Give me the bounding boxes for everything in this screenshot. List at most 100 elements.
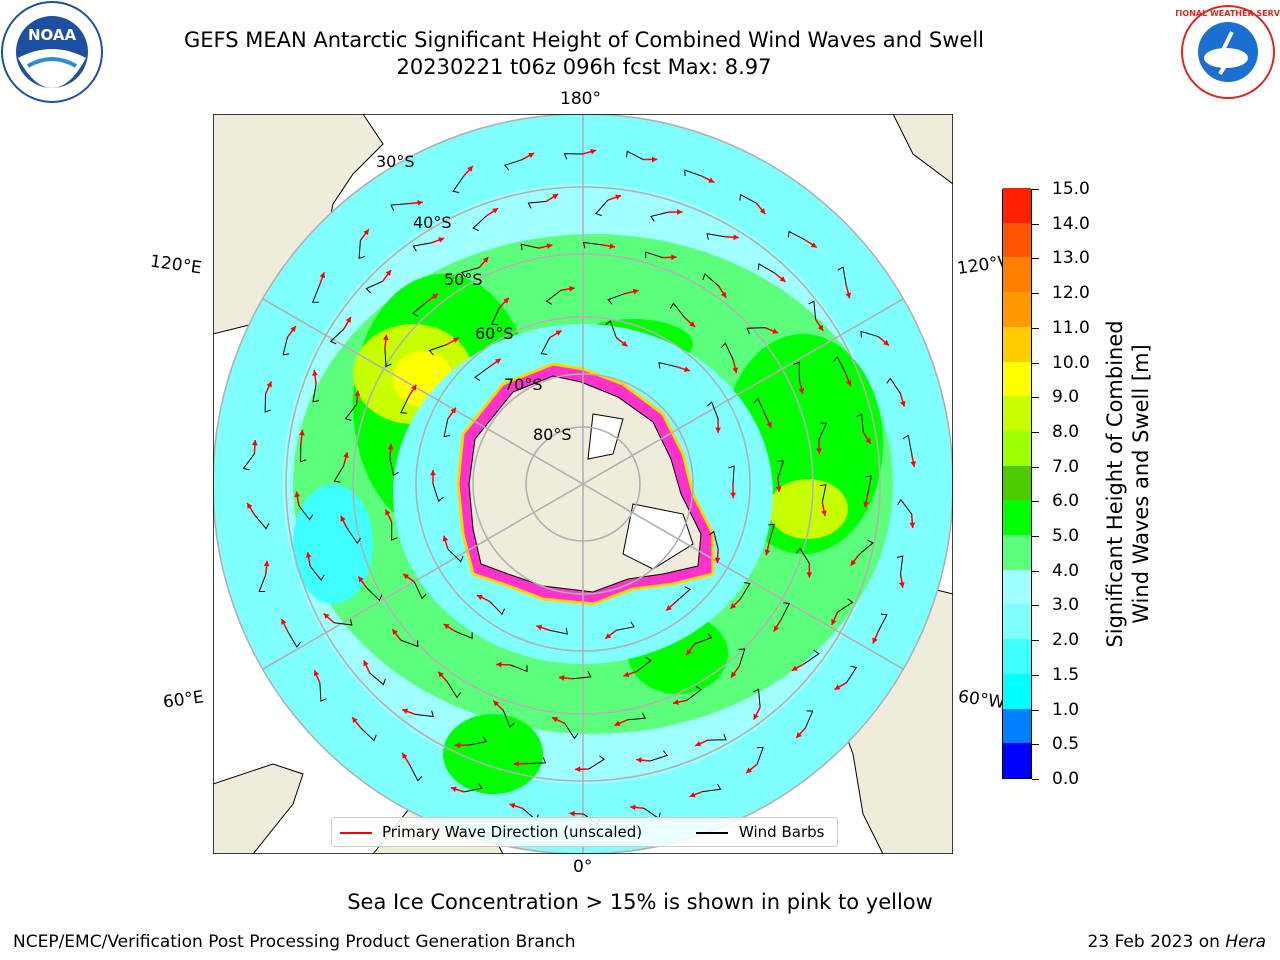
wave-arrow-head bbox=[731, 671, 737, 678]
wind-barb bbox=[413, 581, 427, 600]
wind-barb bbox=[837, 266, 847, 285]
wind-barb bbox=[627, 712, 646, 721]
wind-barb bbox=[605, 319, 617, 338]
wind-barb bbox=[746, 327, 766, 334]
wind-barb bbox=[595, 199, 609, 217]
colorbar-segment bbox=[1003, 742, 1031, 778]
wind-barb bbox=[706, 233, 725, 240]
wind-barb bbox=[309, 565, 325, 582]
colorbar-segment bbox=[1003, 187, 1031, 223]
wave-arrow-head bbox=[714, 557, 721, 564]
colorbar-segment bbox=[1003, 499, 1031, 536]
wind-barb bbox=[319, 683, 327, 702]
wind-barb bbox=[300, 443, 307, 463]
wind-barb bbox=[360, 727, 377, 742]
wave-arrow-head bbox=[552, 194, 559, 200]
colorbar-tick bbox=[1032, 605, 1039, 607]
colorbar-tick bbox=[1032, 744, 1039, 746]
wave-arrow-head bbox=[450, 786, 457, 792]
wave-arrow-head bbox=[816, 448, 822, 454]
wind-barb bbox=[329, 328, 345, 345]
wind-barb bbox=[650, 211, 669, 222]
wave-arrow-head bbox=[779, 276, 786, 282]
wave-arrow-head bbox=[417, 199, 423, 206]
wind-barb bbox=[738, 648, 746, 667]
colorbar-tick bbox=[1032, 327, 1039, 329]
wind-barb bbox=[757, 263, 775, 274]
wave-arrow-head bbox=[363, 229, 369, 236]
wave-arrow-head bbox=[689, 792, 696, 798]
wind-barb bbox=[468, 736, 488, 746]
wind-barb bbox=[856, 413, 864, 433]
vector-field bbox=[242, 148, 917, 826]
lon-label-60e: 60°E bbox=[161, 687, 206, 713]
wind-barb bbox=[897, 498, 913, 515]
wind-barb bbox=[720, 342, 734, 360]
wind-barb bbox=[312, 383, 319, 403]
wave-arrow-head bbox=[910, 461, 917, 467]
wave-arrow-head bbox=[281, 618, 287, 625]
wave-arrow-head bbox=[263, 560, 270, 567]
colorbar-tick-label: 14.0 bbox=[1052, 213, 1090, 234]
wave-arrow-head bbox=[883, 339, 890, 346]
wave-arrow-head bbox=[528, 152, 535, 159]
wave-arrow-head bbox=[865, 437, 871, 444]
wind-barb bbox=[686, 685, 703, 701]
wind-barb bbox=[415, 710, 434, 718]
wind-barb bbox=[461, 267, 480, 278]
wind-barb bbox=[793, 361, 800, 381]
wave-arrow-head bbox=[630, 804, 636, 811]
wind-barb bbox=[676, 586, 691, 602]
wind-barb bbox=[740, 582, 751, 600]
wind-barb bbox=[282, 337, 290, 356]
wave-arrow-head bbox=[730, 602, 737, 609]
wave-arrow-head bbox=[385, 269, 391, 276]
wave-arrow-head bbox=[343, 452, 349, 458]
wave-arrow-head bbox=[438, 671, 444, 678]
wind-barb bbox=[503, 159, 523, 171]
wave-arrow-head bbox=[605, 633, 612, 639]
wind-barb bbox=[805, 710, 814, 728]
wind-barb bbox=[607, 293, 626, 305]
wave-arrow-head bbox=[403, 573, 410, 580]
wind-barb bbox=[358, 240, 365, 260]
colorbar-tick bbox=[1032, 362, 1039, 364]
colorbar-tick-label: 10.0 bbox=[1052, 352, 1090, 373]
wind-barb bbox=[702, 273, 719, 287]
colorbar-tick-label: 0.0 bbox=[1052, 769, 1080, 789]
wind-barb bbox=[346, 527, 362, 545]
wave-arrow-head bbox=[684, 366, 690, 373]
wind-barb bbox=[833, 356, 846, 374]
wind-barb bbox=[400, 396, 410, 414]
colorbar-tick-label: 5.0 bbox=[1052, 526, 1080, 547]
colorbar-tick bbox=[1032, 709, 1039, 711]
wind-barb bbox=[369, 672, 386, 686]
wave-arrow-head bbox=[294, 491, 301, 498]
wind-barb bbox=[846, 665, 858, 683]
wind-barb bbox=[254, 514, 270, 530]
colorbar-tick bbox=[1032, 570, 1039, 572]
wave-arrow-head bbox=[496, 661, 502, 668]
wind-barb bbox=[728, 465, 735, 485]
wind-barb bbox=[527, 757, 547, 765]
wind-barb bbox=[312, 285, 320, 303]
wind-barb bbox=[644, 251, 663, 259]
wind-barb bbox=[365, 280, 383, 294]
map-legend: Primary Wave Direction (unscaled) Wind B… bbox=[331, 817, 838, 847]
svg-text:NOAA: NOAA bbox=[28, 26, 77, 44]
wave-arrow-head bbox=[305, 552, 312, 558]
wind-barb bbox=[588, 755, 606, 770]
wave-arrow-head bbox=[733, 234, 739, 241]
colorbar-tick bbox=[1032, 397, 1039, 399]
wave-arrow-head bbox=[430, 470, 436, 476]
wave-arrow-head bbox=[569, 285, 575, 292]
colorbar-label: Significant Height of Combined Wind Wave… bbox=[1102, 320, 1154, 647]
wave-arrow-head bbox=[872, 637, 878, 644]
wind-barb bbox=[527, 200, 547, 209]
wind-barb bbox=[708, 530, 719, 550]
wave-arrow-head bbox=[673, 699, 679, 705]
wave-arrow-head bbox=[452, 337, 459, 343]
wind-barb bbox=[616, 621, 635, 631]
wave-arrow-head bbox=[382, 334, 389, 341]
wave-arrow-head bbox=[677, 209, 683, 215]
